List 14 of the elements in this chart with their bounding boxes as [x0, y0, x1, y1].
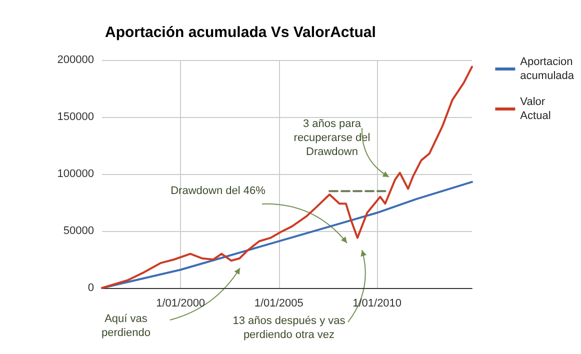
text: Aquí vas perdiendo: [102, 313, 150, 339]
legend-label: Aportacion acumulada: [520, 56, 575, 82]
y-tick-label: 0: [88, 282, 94, 294]
chart-title: Aportación acumulada Vs ValorActual: [105, 24, 376, 41]
y-tick-label: 100000: [57, 168, 94, 180]
y-tick-label: 150000: [57, 111, 94, 123]
x-tick-label: 1/01/2000: [156, 298, 206, 310]
y-tick-label: 50000: [63, 225, 94, 237]
x-tick-label: 1/01/2005: [254, 298, 304, 310]
text: 13 años después y vas perdiendo otra vez: [232, 315, 346, 341]
y-tick-label: 200000: [57, 54, 94, 66]
annotation: Drawdown del 46%: [170, 185, 266, 197]
legend-label: Valor Actual: [520, 96, 551, 122]
line-series: [101, 66, 473, 289]
